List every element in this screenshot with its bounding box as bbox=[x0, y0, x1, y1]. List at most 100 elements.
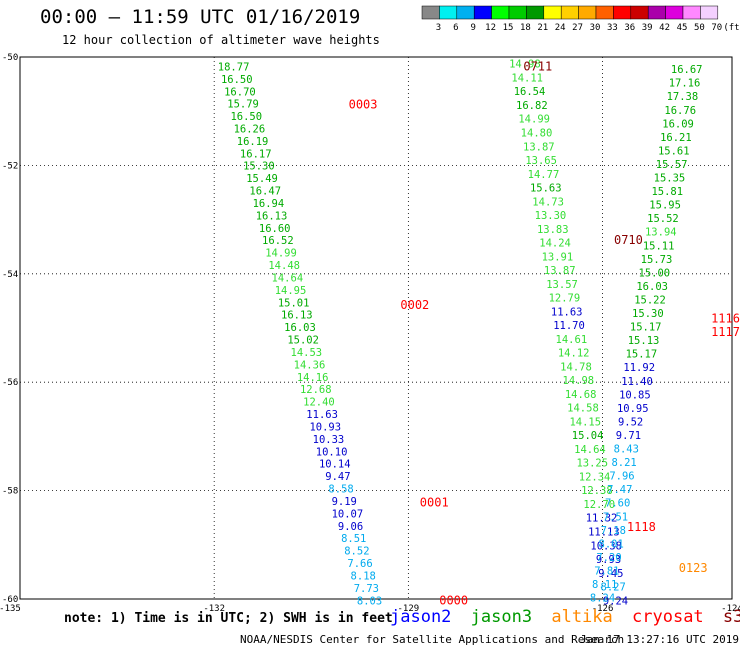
data-point-label: 14.61 bbox=[556, 334, 588, 346]
timestamp: Jan 17 13:27:16 UTC 2019 bbox=[580, 633, 739, 646]
data-point-label: 9.47 bbox=[325, 471, 350, 483]
data-point-label: 12.79 bbox=[549, 293, 581, 305]
data-point-label: 16.13 bbox=[256, 210, 288, 222]
data-point-label: 11.32 bbox=[586, 513, 618, 525]
data-point-label: 11.92 bbox=[623, 362, 655, 374]
data-point-label: 12.70 bbox=[583, 499, 615, 511]
y-tick-label: -56 bbox=[2, 378, 18, 388]
data-point-label: 8.18 bbox=[351, 570, 376, 582]
color-scale-swatch bbox=[595, 5, 614, 20]
data-point-label: 7.81 bbox=[594, 565, 619, 577]
credit-line: NOAA/NESDIS Center for Satellite Applica… bbox=[240, 633, 625, 646]
data-point-label: 16.13 bbox=[281, 310, 313, 322]
data-point-label: 14.58 bbox=[567, 403, 599, 415]
data-point-label: 10.33 bbox=[313, 434, 345, 446]
data-point-label: 11.40 bbox=[621, 376, 653, 388]
data-point-label: 13.25 bbox=[576, 458, 608, 470]
data-point-label: 15.57 bbox=[656, 159, 688, 171]
data-point-label: 14.64 bbox=[574, 444, 606, 456]
data-point-label: 15.01 bbox=[278, 297, 310, 309]
data-point-label: 16.09 bbox=[662, 118, 694, 130]
satellite-legend: jason2 jason3 altika cryosat s3a bbox=[390, 607, 740, 627]
data-point-label: 7.66 bbox=[347, 558, 372, 570]
color-scale-tick: 36 bbox=[624, 23, 635, 33]
data-point-label: 8.58 bbox=[328, 484, 353, 496]
color-scale-swatch bbox=[560, 5, 579, 20]
data-point-label: 14.68 bbox=[565, 389, 597, 401]
data-point-label: 13.91 bbox=[542, 251, 574, 263]
data-point-label: 10.10 bbox=[316, 446, 348, 458]
pass-label: 0002 bbox=[400, 298, 429, 312]
data-point-label: 15.13 bbox=[628, 335, 660, 347]
data-point-label: 16.50 bbox=[221, 74, 253, 86]
data-point-label: 13.87 bbox=[523, 141, 555, 153]
color-scale-swatch bbox=[665, 5, 684, 20]
pass-label: 0711 bbox=[523, 59, 552, 73]
data-point-label: 16.67 bbox=[671, 64, 703, 76]
data-point-label: 8.43 bbox=[614, 444, 639, 456]
data-point-label: 7.47 bbox=[607, 484, 632, 496]
data-point-label: 7.73 bbox=[354, 583, 379, 595]
y-tick-label: -50 bbox=[2, 53, 18, 63]
data-point-label: 7.96 bbox=[609, 471, 634, 483]
data-point-label: 11.63 bbox=[551, 306, 583, 318]
pass-label: 0001 bbox=[420, 496, 449, 510]
color-scale-swatch bbox=[647, 5, 666, 20]
color-scale-tick: 18 bbox=[520, 23, 531, 33]
color-scale-swatch bbox=[543, 5, 562, 20]
data-point-label: 9.24 bbox=[603, 595, 628, 607]
data-point-label: 8.27 bbox=[601, 582, 626, 594]
color-scale-tick: 9 bbox=[470, 23, 475, 33]
legend-jason3: jason3 bbox=[470, 607, 533, 627]
data-point-label: 15.49 bbox=[246, 173, 278, 185]
color-scale-swatch bbox=[578, 5, 597, 20]
data-point-label: 16.76 bbox=[664, 105, 696, 117]
x-tick-label: -129 bbox=[398, 604, 420, 614]
data-point-label: 13.30 bbox=[535, 210, 567, 222]
data-point-label: 9.06 bbox=[338, 521, 363, 533]
color-scale-swatch bbox=[473, 5, 492, 20]
data-point-label: 8.11 bbox=[592, 579, 617, 591]
data-point-label: 18.77 bbox=[218, 61, 250, 73]
data-point-label: 13.87 bbox=[544, 265, 576, 277]
color-scale-tick: 15 bbox=[503, 23, 514, 33]
color-scale-tick: 33 bbox=[607, 23, 618, 33]
data-point-label: 12.68 bbox=[300, 384, 332, 396]
data-point-label: 15.11 bbox=[643, 240, 675, 252]
data-point-label: 15.81 bbox=[651, 186, 683, 198]
data-point-label: 15.17 bbox=[626, 349, 658, 361]
color-scale-tick: 42 bbox=[659, 23, 670, 33]
y-tick-label: -58 bbox=[2, 487, 18, 497]
data-point-label: 15.73 bbox=[641, 254, 673, 266]
data-point-label: 14.16 bbox=[297, 372, 329, 384]
data-point-label: 15.79 bbox=[227, 99, 259, 111]
data-point-label: 7.18 bbox=[601, 525, 626, 537]
data-point-label: 16.17 bbox=[240, 148, 272, 160]
x-tick-label: -124 bbox=[721, 604, 740, 614]
data-point-label: 14.77 bbox=[528, 169, 560, 181]
data-point-label: 15.30 bbox=[243, 161, 275, 173]
data-point-label: 9.19 bbox=[332, 496, 357, 508]
data-point-label: 16.19 bbox=[237, 136, 269, 148]
legend-cryosat: cryosat bbox=[632, 607, 704, 627]
data-point-label: 8.52 bbox=[344, 546, 369, 558]
color-scale-tick: 21 bbox=[537, 23, 548, 33]
chart-subtitle: 12 hour collection of altimeter wave hei… bbox=[62, 33, 380, 47]
color-scale-tick: 39 bbox=[642, 23, 653, 33]
data-point-label: 10.85 bbox=[619, 389, 651, 401]
data-point-label: 10.14 bbox=[319, 459, 351, 471]
legend-jason2: jason2 bbox=[390, 607, 452, 627]
data-point-label: 12.40 bbox=[303, 397, 335, 409]
plot-frame bbox=[19, 56, 733, 600]
color-scale-tick: 45 bbox=[677, 23, 688, 33]
data-point-label: 14.53 bbox=[291, 347, 323, 359]
data-point-label: 14.99 bbox=[518, 114, 550, 126]
data-point-label: 15.63 bbox=[530, 183, 562, 195]
data-point-label: 16.47 bbox=[249, 186, 281, 198]
x-tick-label: -135 bbox=[0, 604, 21, 614]
data-point-label: 15.02 bbox=[287, 335, 319, 347]
data-point-label: 9.71 bbox=[616, 430, 641, 442]
data-point-label: 14.36 bbox=[294, 359, 326, 371]
chart-title: 00:00 – 11:59 UTC 01/16/2019 bbox=[40, 6, 361, 28]
